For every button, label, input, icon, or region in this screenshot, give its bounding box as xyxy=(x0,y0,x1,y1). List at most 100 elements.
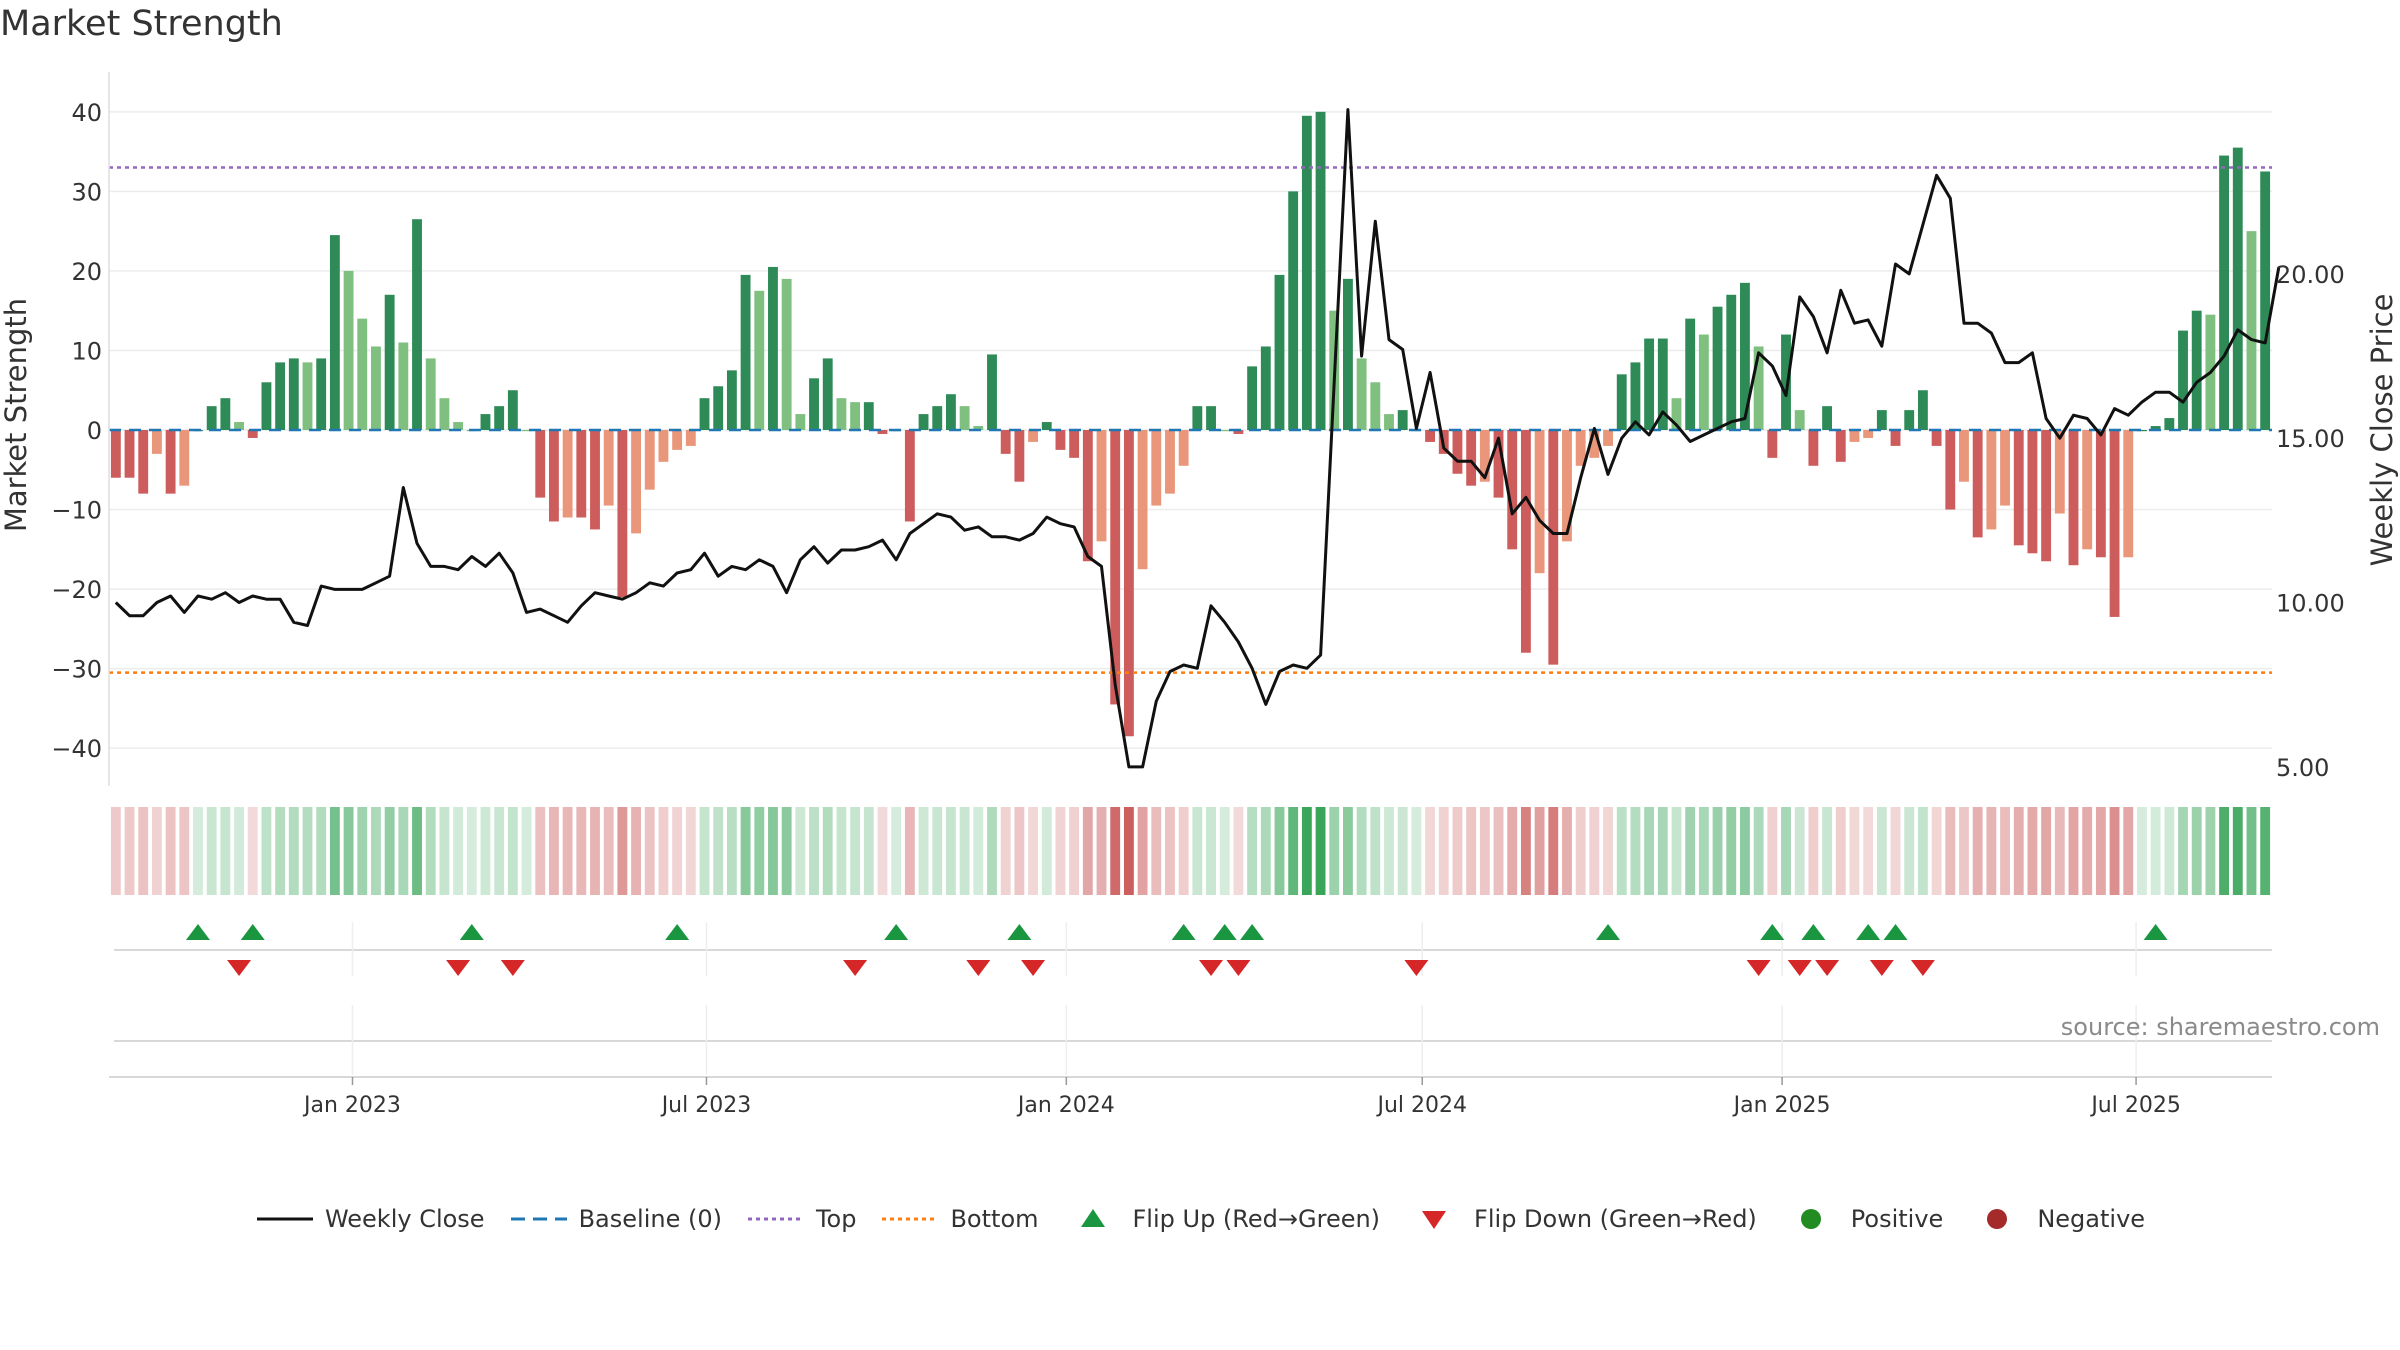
strength-bar xyxy=(1685,318,1696,430)
heat-cell xyxy=(1767,807,1778,895)
strength-bar xyxy=(220,398,231,430)
heat-cell xyxy=(2041,807,2052,895)
heat-cell xyxy=(1493,807,1504,895)
legend-label: Baseline (0) xyxy=(578,1205,722,1233)
legend-label: Flip Down (Green→Red) xyxy=(1474,1205,1757,1233)
strength-bar xyxy=(1137,430,1148,570)
heat-cell xyxy=(412,807,422,895)
strength-bar xyxy=(1876,410,1887,430)
legend-label: Flip Up (Red→Green) xyxy=(1132,1205,1381,1233)
heat-cell xyxy=(1904,807,1915,895)
heat-cell xyxy=(494,807,505,895)
heat-cell xyxy=(1082,807,1093,895)
heat-cell xyxy=(1822,807,1833,895)
strength-bar xyxy=(2150,426,2161,430)
heat-cell xyxy=(384,807,395,895)
flip-down-marker xyxy=(966,960,991,976)
heat-cell xyxy=(453,807,464,895)
strength-bar xyxy=(453,422,464,430)
strength-bar xyxy=(576,430,587,518)
flip-up-marker xyxy=(1212,924,1237,940)
x-tick-label: Jul 2024 xyxy=(1375,1093,1467,1118)
legend-line-swatch xyxy=(256,1217,313,1221)
strength-bar xyxy=(781,278,792,430)
heat-cell xyxy=(877,807,888,895)
strength-bar xyxy=(494,406,505,430)
heat-cell xyxy=(288,807,299,895)
heat-cell xyxy=(1247,807,1258,895)
y-tick-label: 0 xyxy=(87,417,102,445)
strength-bar xyxy=(1055,430,1066,450)
heat-cell xyxy=(110,807,121,895)
heat-cell xyxy=(562,807,573,895)
close-line xyxy=(114,108,2281,769)
strength-bar xyxy=(1562,430,1572,542)
strength-bar xyxy=(699,398,710,430)
strength-bar xyxy=(398,342,409,430)
strength-bar xyxy=(726,370,737,430)
heat-cell xyxy=(138,807,149,895)
strength-bar xyxy=(809,378,819,430)
reference-lines xyxy=(109,166,2272,674)
heat-cell xyxy=(603,807,614,895)
strength-bar xyxy=(1808,430,1819,466)
heat-cell xyxy=(2123,807,2134,895)
y-tick-label: 30 xyxy=(71,178,102,206)
heat-cell xyxy=(1794,807,1805,895)
strength-bar xyxy=(1959,430,1969,482)
heat-cell xyxy=(165,807,176,895)
legend-top: Top xyxy=(746,1205,856,1233)
strength-bar xyxy=(945,394,956,430)
flip-up-marker xyxy=(1760,924,1785,940)
heat-cell xyxy=(2150,807,2161,895)
legend-negative: Negative xyxy=(1967,1205,2145,1233)
strength-bar xyxy=(1397,410,1408,430)
heat-cell xyxy=(1123,807,1134,895)
strength-bar xyxy=(2219,155,2230,430)
strength-bar xyxy=(1425,430,1436,442)
flip-up-marker xyxy=(1171,924,1196,940)
legend-label: Positive xyxy=(1850,1205,1944,1233)
y2-tick-label: 5.00 xyxy=(2276,754,2329,782)
strength-bar xyxy=(261,382,272,430)
heat-cell xyxy=(247,807,258,895)
strength-bar xyxy=(1233,430,1244,434)
flip-down-marker xyxy=(1815,960,1840,976)
flip-down-marker xyxy=(1021,960,1046,976)
heat-cell xyxy=(521,807,532,895)
strength-bar xyxy=(1041,422,1052,430)
strength-bar xyxy=(562,430,573,518)
strength-bar xyxy=(1740,282,1750,430)
flip-up-marker xyxy=(1801,924,1826,940)
heat-cell xyxy=(1603,807,1613,895)
strength-bar xyxy=(1781,334,1791,430)
heat-cell xyxy=(891,807,902,895)
strength-bar xyxy=(535,430,546,498)
flip-markers xyxy=(114,922,2272,1075)
heat-cell xyxy=(740,807,751,895)
strength-bar xyxy=(2246,231,2257,430)
x-axis: Jan 2023 Jul 2023 Jan 2024 Jul 2024 Jan 2025… xyxy=(109,1076,2272,1118)
heat-cell xyxy=(1384,807,1394,895)
legend-dash-swatch xyxy=(510,1217,567,1221)
heat-cell xyxy=(1644,807,1655,895)
strength-bar xyxy=(138,430,149,494)
heat-cell xyxy=(329,807,340,895)
flip-down-marker xyxy=(1910,960,1935,976)
flip-up-marker xyxy=(459,924,484,940)
strength-bar xyxy=(1534,430,1545,574)
heat-cell xyxy=(1274,807,1285,895)
strength-bar xyxy=(1192,406,1203,430)
strength-bar xyxy=(1657,338,1668,430)
strength-bar xyxy=(740,274,751,430)
heat-cell xyxy=(590,807,600,895)
strength-bar xyxy=(1178,430,1189,466)
strength-bars xyxy=(110,111,2271,737)
strength-bar xyxy=(644,430,655,490)
legend-bottom: Bottom xyxy=(880,1205,1039,1233)
heat-cell xyxy=(1219,807,1230,895)
heat-cell xyxy=(1370,807,1381,895)
heat-cell xyxy=(918,807,929,895)
strength-bar xyxy=(1698,334,1709,430)
circle-icon xyxy=(1987,1209,2008,1229)
